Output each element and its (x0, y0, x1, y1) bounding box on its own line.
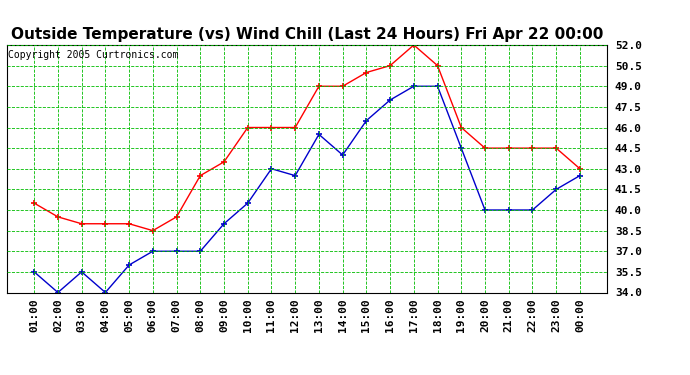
Text: Copyright 2005 Curtronics.com: Copyright 2005 Curtronics.com (8, 50, 179, 60)
Title: Outside Temperature (vs) Wind Chill (Last 24 Hours) Fri Apr 22 00:00: Outside Temperature (vs) Wind Chill (Las… (11, 27, 603, 42)
